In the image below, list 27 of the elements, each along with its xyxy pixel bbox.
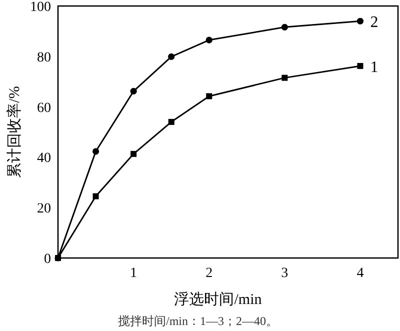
x-tick-label: 4: [356, 266, 364, 281]
point: [206, 36, 212, 44]
point: [92, 193, 99, 200]
point: [357, 62, 364, 69]
x-tick-label: 3: [281, 266, 288, 281]
y-tick-label: 60: [37, 100, 51, 116]
y-tick-label: 40: [37, 151, 51, 166]
x-tick-label: 1: [130, 266, 138, 281]
point: [92, 148, 100, 155]
y-axis-title: 累计回收率/%: [6, 86, 23, 178]
y-tick-label: 20: [37, 202, 51, 217]
series-label: 2: [370, 14, 378, 32]
point: [130, 88, 137, 94]
y-tick-label: 80: [37, 50, 51, 66]
point: [130, 150, 137, 157]
point: [206, 93, 212, 100]
point: [282, 74, 288, 81]
point: [168, 53, 175, 60]
point: [168, 118, 174, 125]
x-tick-label: 2: [206, 266, 213, 281]
point: [281, 24, 288, 30]
x-axis-title: 浮选时间/min: [174, 291, 262, 308]
y-tick-label: 0: [44, 252, 51, 267]
y-tick-label: 100: [30, 0, 51, 15]
series-label: 1: [370, 58, 378, 76]
point: [356, 18, 364, 24]
text: 搅拌时间/min：1—3；2—40。: [118, 314, 278, 328]
